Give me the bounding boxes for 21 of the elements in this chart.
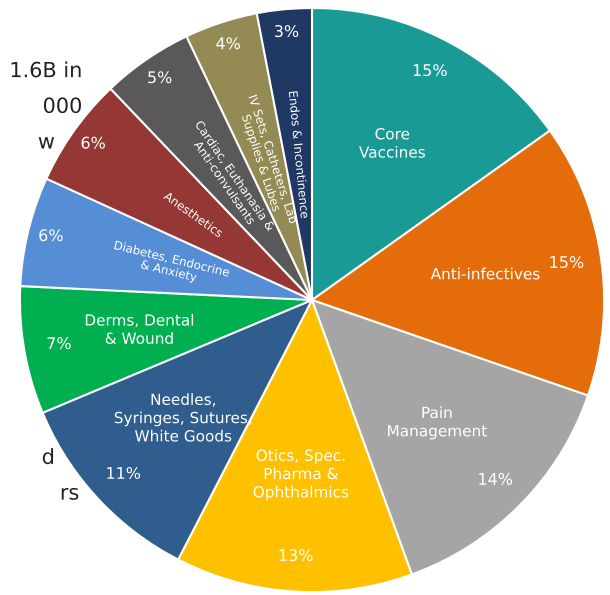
slice-label: Pain Management	[388, 406, 487, 440]
text: 000	[44, 97, 81, 114]
data-label: 13%	[280, 549, 313, 562]
data-label: 6%	[82, 136, 105, 149]
text: rs	[62, 488, 78, 500]
data-label: 5%	[148, 71, 172, 84]
data-label: 4%	[216, 37, 240, 50]
data-label: 7%	[48, 337, 71, 350]
data-label: 11%	[107, 466, 140, 480]
data-label: 6%	[39, 229, 63, 242]
slice-label: Otics, Spec. Pharma & Ophthalmics	[254, 449, 348, 501]
text: d	[42, 448, 54, 464]
slice-label: Anti-infectives	[430, 268, 540, 280]
text: 1.6B in	[12, 61, 81, 78]
data-label: 15%	[550, 256, 584, 268]
data-label: 3%	[275, 25, 298, 38]
slice-label: Core Vaccines	[359, 128, 425, 158]
data-label: 15%	[414, 64, 447, 76]
text: w	[38, 137, 54, 149]
slice-label: Derms, Dental & Wound	[86, 314, 194, 344]
data-label: 14%	[479, 472, 512, 485]
